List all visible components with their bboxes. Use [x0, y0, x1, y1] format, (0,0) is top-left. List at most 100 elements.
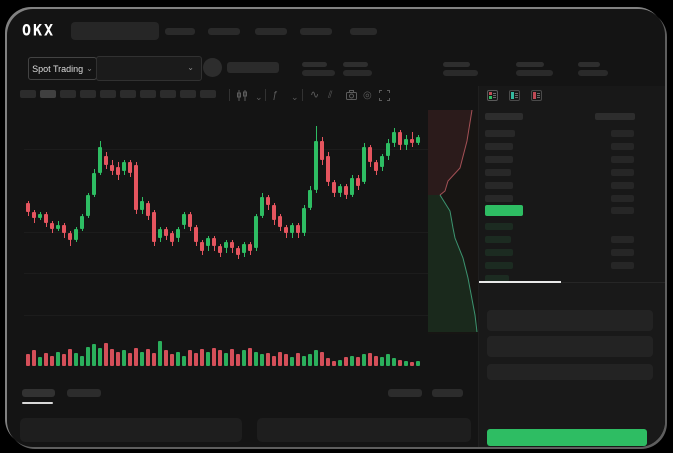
book-asks-icon[interactable]	[531, 90, 542, 101]
candle-body	[110, 164, 114, 172]
ask-row-amount[interactable]	[611, 182, 634, 189]
candlestick-chart[interactable]	[24, 108, 428, 336]
chevron-down-icon[interactable]: ⌄	[255, 92, 263, 102]
stat-value	[516, 70, 553, 76]
bottom-action[interactable]	[432, 389, 463, 397]
candle-body	[38, 214, 42, 219]
timeframe-slot[interactable]	[100, 90, 116, 98]
volume-bar	[26, 354, 30, 366]
bottom-tab[interactable]	[67, 389, 101, 397]
stat-value	[578, 70, 608, 76]
volume-bar	[140, 351, 144, 366]
ask-row-price[interactable]	[485, 143, 513, 150]
ask-row-price[interactable]	[485, 195, 513, 202]
volume-bar	[194, 353, 198, 366]
amount-field[interactable]	[487, 336, 653, 357]
timeframe-slot[interactable]	[160, 90, 176, 98]
nav-item[interactable]	[350, 28, 377, 35]
draw-icon[interactable]: ⫽	[328, 90, 333, 101]
volume-chart	[24, 336, 428, 368]
bottom-tab-active[interactable]	[22, 389, 55, 397]
stat-value	[443, 70, 478, 76]
candle-body	[68, 233, 72, 240]
candle-body	[398, 132, 402, 146]
total-field[interactable]	[487, 364, 653, 380]
timeframe-slot[interactable]	[200, 90, 216, 98]
volume-bar	[32, 350, 36, 366]
camera-icon[interactable]	[346, 90, 357, 101]
volume-bar	[392, 358, 396, 366]
ask-row-amount[interactable]	[611, 169, 634, 176]
price-field[interactable]	[487, 310, 653, 331]
trade-form	[479, 283, 665, 447]
bid-row-amount[interactable]	[611, 262, 634, 269]
volume-bar	[62, 354, 66, 366]
timeframe-slot[interactable]	[120, 90, 136, 98]
candle-body	[164, 229, 168, 236]
trendline-icon[interactable]: ∿	[310, 89, 320, 101]
ask-row-amount[interactable]	[611, 130, 634, 137]
candle-body	[296, 224, 300, 234]
volume-bar	[122, 350, 126, 366]
ask-row-price[interactable]	[485, 169, 511, 176]
timeframe-slot[interactable]	[40, 90, 56, 98]
ask-row-amount[interactable]	[611, 156, 634, 163]
nav-item[interactable]	[255, 28, 287, 35]
volume-bar	[410, 362, 414, 366]
spot-trading-selector[interactable]: Spot Trading ⌄	[28, 57, 97, 80]
candle-body	[356, 177, 360, 187]
candle-body	[260, 196, 264, 217]
candle-body	[332, 181, 336, 193]
book-combined-icon[interactable]	[487, 90, 498, 101]
buy-button[interactable]	[487, 429, 647, 446]
candlestick-interval-icon[interactable]	[236, 90, 248, 101]
timeframe-slot[interactable]	[180, 90, 196, 98]
volume-bar	[68, 349, 72, 366]
ask-row-amount[interactable]	[611, 195, 634, 202]
volume-bar	[92, 343, 96, 366]
candle-body	[290, 224, 294, 234]
volume-bar	[110, 349, 114, 366]
ask-row-amount[interactable]	[611, 143, 634, 150]
volume-bar	[284, 354, 288, 366]
candle-body	[104, 156, 108, 165]
timeframe-slot[interactable]	[20, 90, 36, 98]
chevron-down-icon[interactable]: ⌄	[291, 92, 299, 102]
fullscreen-icon[interactable]	[379, 90, 390, 101]
nav-item[interactable]	[165, 28, 195, 35]
pair-avatar	[203, 58, 222, 77]
volume-bar	[98, 347, 102, 366]
okx-logo[interactable]: OKX	[22, 20, 56, 40]
volume-bar	[332, 360, 336, 366]
volume-bar	[152, 353, 156, 366]
bid-row-price[interactable]	[485, 249, 513, 256]
indicators-icon[interactable]: ƒ	[272, 90, 278, 101]
bid-row-amount[interactable]	[611, 249, 634, 256]
bid-row-price[interactable]	[485, 275, 509, 282]
volume-bar	[158, 341, 162, 366]
nav-item[interactable]	[208, 28, 240, 35]
last-price-bar[interactable]	[485, 205, 523, 216]
bid-row-amount[interactable]	[611, 236, 634, 243]
candle-body	[26, 203, 30, 212]
book-bids-icon[interactable]	[509, 90, 520, 101]
candle-body	[230, 242, 234, 249]
bid-row-price[interactable]	[485, 236, 511, 243]
bid-row-price[interactable]	[485, 223, 513, 230]
timeframe-slot[interactable]	[140, 90, 156, 98]
ask-row-price[interactable]	[485, 130, 515, 137]
timeframe-slot[interactable]	[80, 90, 96, 98]
settings-icon[interactable]: ◎	[363, 90, 372, 101]
book-asks-glyph	[533, 92, 536, 99]
bid-row-price[interactable]	[485, 262, 513, 269]
bottom-action[interactable]	[388, 389, 422, 397]
pair-dropdown[interactable]: ⌄	[96, 56, 202, 81]
ask-row-price[interactable]	[485, 156, 513, 163]
ask-row-price[interactable]	[485, 182, 513, 189]
volume-bar	[368, 353, 372, 366]
nav-item[interactable]	[300, 28, 332, 35]
candle-body	[98, 147, 102, 174]
search-input[interactable]	[71, 22, 159, 40]
volume-bar	[230, 349, 234, 366]
timeframe-slot[interactable]	[60, 90, 76, 98]
